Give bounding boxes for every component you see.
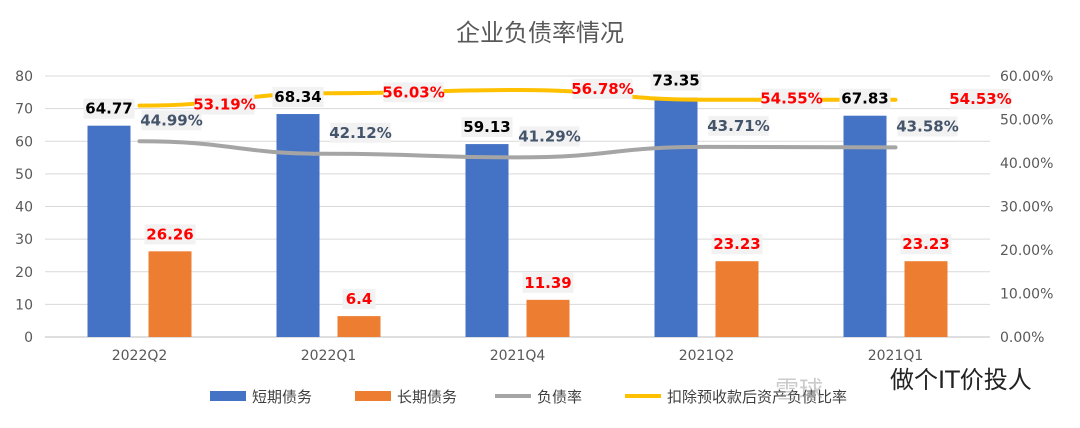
- legend-swatch: [210, 391, 246, 401]
- data-label-bg: [83, 98, 135, 119]
- data-label-short-debt: 73.35: [652, 72, 699, 90]
- data-label-debt-ratio: 42.12%: [329, 124, 391, 142]
- data-label-bg: [950, 88, 1011, 109]
- data-label-bg: [711, 234, 763, 255]
- watermark-text-snowball: 雪球: [775, 376, 823, 404]
- bar-0: [465, 144, 509, 337]
- bar-0: [654, 97, 698, 338]
- legend-entry: 扣除预收款后资产负债比率: [667, 388, 847, 406]
- data-label-short-debt: 59.13: [463, 118, 510, 136]
- data-label-adjusted-ratio: 56.03%: [382, 83, 444, 101]
- data-label-long-debt: 26.26: [146, 225, 193, 243]
- data-label-bg: [897, 116, 958, 137]
- y-left-tick-label: 0: [24, 330, 33, 346]
- bar-1: [148, 251, 192, 337]
- data-label-debt-ratio: 44.99%: [140, 111, 202, 129]
- bar-0: [843, 115, 887, 338]
- gridlines: [45, 75, 990, 338]
- data-label-bg: [144, 224, 196, 245]
- legend-entry: 负债率: [537, 388, 582, 406]
- legend: 短期债务 长期债务 负债率 扣除预收款后资产负债比率: [210, 388, 847, 406]
- data-label-bg: [572, 79, 633, 100]
- y-right-tick-label: 60.00%: [1000, 69, 1053, 85]
- data-label-bg: [522, 272, 574, 293]
- x-category-label: 2021Q4: [490, 348, 546, 364]
- bar-1: [904, 261, 948, 337]
- bar-1: [526, 299, 570, 337]
- data-label-long-debt: 11.39: [524, 274, 571, 292]
- legend-entry: 短期债务: [252, 388, 312, 406]
- y-right-tick-label: 50.00%: [1000, 113, 1053, 129]
- y-left-tick-label: 70: [15, 102, 33, 118]
- data-label-long-debt: 23.23: [902, 235, 949, 253]
- data-label-bg: [194, 94, 255, 115]
- y-right-tick-label: 10.00%: [1000, 287, 1053, 303]
- series-line-0: [137, 139, 898, 160]
- y-left-tick-label: 80: [15, 69, 33, 85]
- data-label-bg: [383, 82, 444, 103]
- legend-swatch: [355, 391, 391, 401]
- data-label-bg: [708, 115, 769, 136]
- data-label-short-debt: 68.34: [274, 88, 321, 106]
- bar-0: [87, 125, 131, 338]
- y-left-tick-label: 50: [15, 167, 33, 183]
- data-label-bg: [761, 88, 822, 109]
- data-label-debt-ratio: 43.58%: [896, 117, 958, 135]
- data-label-debt-ratio: 41.29%: [518, 127, 580, 145]
- y-left-tick-label: 40: [15, 200, 33, 216]
- x-category-label: 2021Q1: [868, 348, 924, 364]
- data-label-bg: [650, 70, 702, 91]
- y-right-tick-label: 40.00%: [1000, 156, 1053, 172]
- bar-0: [276, 114, 320, 338]
- chart-title: 企业负债率情况: [456, 19, 624, 47]
- data-label-bg: [839, 88, 891, 109]
- data-label-bg: [330, 122, 391, 143]
- y-right-tick-label: 20.00%: [1000, 243, 1053, 259]
- data-label-bg: [272, 87, 324, 108]
- y-left-tick-label: 60: [15, 134, 33, 150]
- y-left-tick-label: 30: [15, 232, 33, 248]
- data-label-bg: [519, 126, 580, 147]
- data-label-long-debt: 6.4: [346, 290, 373, 308]
- data-label-short-debt: 67.83: [841, 90, 888, 108]
- bar-1: [715, 261, 759, 337]
- y-right-tick-label: 30.00%: [1000, 200, 1053, 216]
- legend-entry: 长期债务: [397, 388, 457, 406]
- x-category-label: 2021Q2: [679, 348, 735, 364]
- bar-1: [337, 316, 381, 337]
- y-right-tick-label: 0.00%: [1000, 330, 1044, 346]
- data-labels: 64.77 68.34 59.13 73.35 67.83 26.26 6.4 11.39 23…: [83, 70, 1012, 310]
- data-label-bg: [900, 234, 952, 255]
- data-label-debt-ratio: 43.71%: [707, 117, 769, 135]
- data-label-adjusted-ratio: 54.53%: [949, 90, 1011, 108]
- data-label-bg: [342, 289, 376, 310]
- data-label-bg: [461, 117, 513, 138]
- watermark-text-author: 做个IT价投人: [890, 366, 1032, 394]
- y-left-tick-label: 10: [15, 297, 33, 313]
- data-label-short-debt: 64.77: [85, 100, 132, 118]
- y-left-tick-label: 20: [15, 265, 33, 281]
- axes: 0 10 20 30 40 50 60 70 80 0.00% 10.00% 20.00% 30.00%…: [15, 69, 1053, 364]
- data-label-bg: [141, 110, 202, 131]
- data-label-adjusted-ratio: 53.19%: [193, 96, 255, 114]
- data-label-adjusted-ratio: 54.55%: [760, 90, 822, 108]
- data-label-adjusted-ratio: 56.78%: [571, 80, 633, 98]
- x-category-label: 2022Q2: [112, 348, 168, 364]
- x-category-label: 2022Q1: [301, 348, 357, 364]
- watermark: 雪球 做个IT价投人: [775, 366, 1032, 404]
- data-label-long-debt: 23.23: [713, 235, 760, 253]
